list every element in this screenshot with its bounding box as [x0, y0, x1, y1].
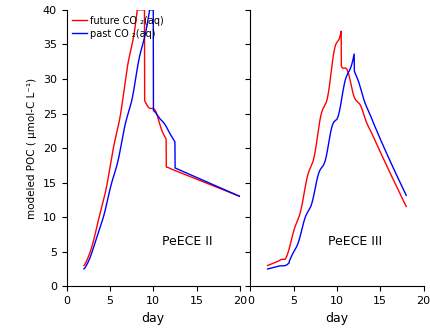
past CO ₂(aq) — [81, 267, 86, 271]
past CO ₂(aq) — [172, 139, 177, 143]
Line: past CO ₂(aq): past CO ₂(aq) — [84, 10, 240, 269]
future CO ₂(aq) — [181, 172, 186, 176]
Y-axis label: modeled POC ( μmol-C L⁻¹): modeled POC ( μmol-C L⁻¹) — [27, 78, 37, 218]
past CO ₂(aq) — [91, 245, 96, 249]
future CO ₂(aq) — [216, 186, 221, 190]
Text: PeECE II: PeECE II — [162, 235, 212, 248]
past CO ₂(aq) — [147, 8, 152, 12]
future CO ₂(aq) — [237, 194, 243, 198]
future CO ₂(aq) — [176, 170, 181, 174]
future CO ₂(aq) — [135, 8, 140, 12]
Legend: future CO ₂(aq), past CO ₂(aq): future CO ₂(aq), past CO ₂(aq) — [71, 15, 165, 39]
future CO ₂(aq) — [91, 239, 96, 243]
past CO ₂(aq) — [176, 168, 181, 172]
X-axis label: day: day — [326, 312, 348, 324]
past CO ₂(aq) — [237, 194, 243, 198]
past CO ₂(aq) — [200, 178, 205, 182]
future CO ₂(aq) — [81, 264, 86, 267]
past CO ₂(aq) — [216, 185, 221, 189]
X-axis label: day: day — [142, 312, 165, 324]
future CO ₂(aq) — [200, 180, 205, 184]
Line: future CO ₂(aq): future CO ₂(aq) — [84, 10, 240, 266]
past CO ₂(aq) — [181, 170, 186, 174]
Text: PeECE III: PeECE III — [328, 235, 382, 248]
future CO ₂(aq) — [172, 168, 177, 172]
